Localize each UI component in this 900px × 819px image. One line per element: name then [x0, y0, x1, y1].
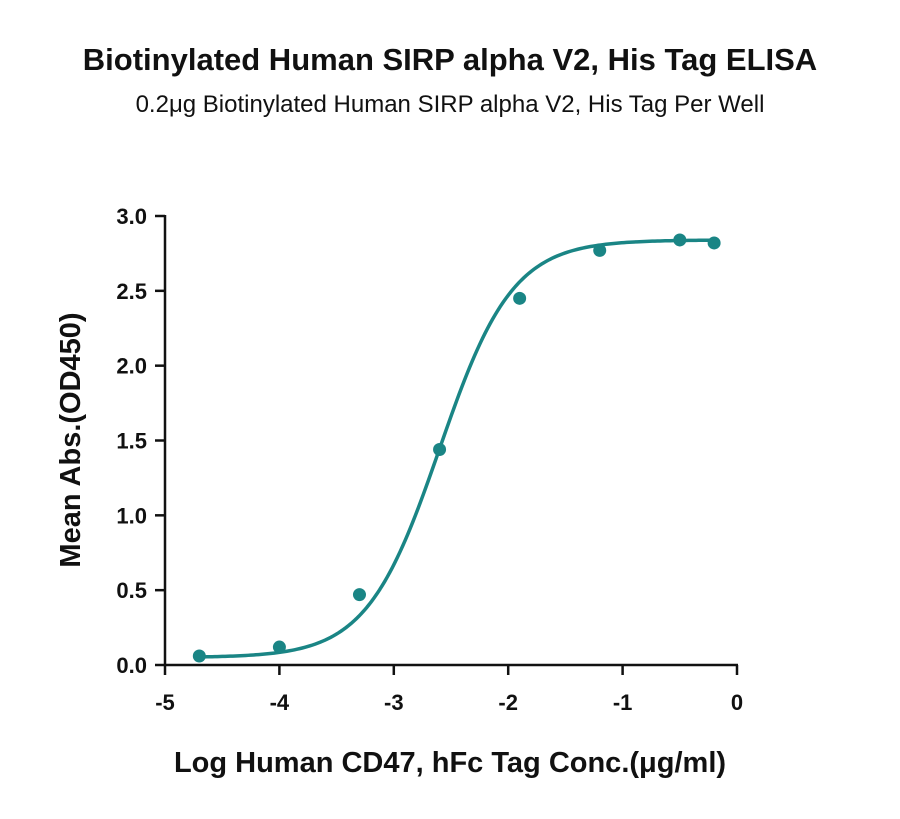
data-point: [593, 243, 607, 257]
fit-curve: [199, 238, 715, 659]
y-tick-label: 0.0: [116, 653, 147, 678]
y-axis-ticks: 0.0 0.5 1.0 1.5 2.0 2.5 3.0: [116, 204, 165, 678]
x-axis-ticks: -5 -4 -3 -2 -1 0: [155, 665, 743, 715]
data-point: [433, 442, 447, 456]
y-axis-label: Mean Abs.(OD450): [55, 312, 87, 567]
x-axis-label: Log Human CD47, hFc Tag Conc.(μg/ml): [174, 747, 726, 779]
data-point: [352, 588, 366, 602]
data-point: [272, 640, 286, 654]
y-tick-label: 2.0: [116, 354, 147, 379]
y-tick-label: 1.0: [116, 503, 147, 528]
x-tick-label: -4: [270, 690, 290, 715]
x-tick-label: -3: [384, 690, 404, 715]
x-tick-label: -1: [613, 690, 633, 715]
chart-title: Biotinylated Human SIRP alpha V2, His Ta…: [83, 42, 817, 77]
y-tick-label: 2.5: [116, 279, 147, 304]
chart-subtitle: 0.2μg Biotinylated Human SIRP alpha V2, …: [136, 91, 765, 118]
data-point: [673, 233, 687, 247]
data-point: [192, 649, 206, 663]
data-points: [192, 233, 721, 663]
y-tick-label: 3.0: [116, 204, 147, 229]
axes: [163, 215, 738, 667]
data-point: [513, 291, 527, 305]
y-tick-label: 0.5: [116, 578, 147, 603]
x-tick-label: -2: [498, 690, 518, 715]
x-tick-label: 0: [731, 690, 743, 715]
y-tick-label: 1.5: [116, 429, 147, 454]
x-tick-label: -5: [155, 690, 175, 715]
data-point: [707, 236, 721, 250]
